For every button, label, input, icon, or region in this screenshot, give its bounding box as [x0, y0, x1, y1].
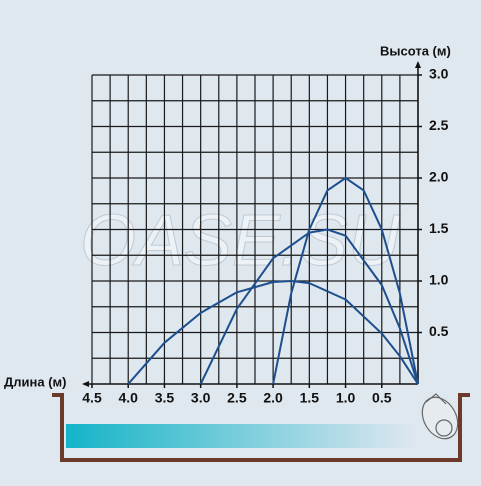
x-tick-label: 1.0 [336, 390, 356, 406]
pool-outline [52, 393, 470, 462]
y-tick-label: 0.5 [429, 323, 449, 339]
watermark: OASE.SU [80, 201, 401, 281]
trajectory-line [199, 228, 419, 385]
y-axis-arrow [415, 61, 421, 68]
x-axis-arrow [82, 381, 89, 387]
trajectory-line [127, 280, 419, 385]
x-tick-label: 2.0 [263, 390, 283, 406]
trajectory-line [272, 177, 419, 385]
y-tick-label: 1.5 [429, 220, 449, 236]
y-tick-label: 1.0 [429, 272, 449, 288]
x-tick-label: 2.5 [227, 390, 247, 406]
x-tick-label: 3.0 [191, 390, 211, 406]
x-tick-label: 0.5 [372, 390, 392, 406]
nozzle [421, 393, 459, 440]
y-tick-label: 2.0 [429, 169, 449, 185]
y-tick-label: 2.5 [429, 117, 449, 133]
pool-water [66, 424, 416, 448]
x-tick-label: 3.5 [155, 390, 175, 406]
x-tick-label: 1.5 [300, 390, 320, 406]
x-tick-label: 4.0 [118, 390, 138, 406]
y-axis-label: Высота (м) [380, 43, 451, 58]
x-tick-label: 4.5 [82, 390, 102, 406]
y-tick-label: 3.0 [429, 66, 449, 82]
x-axis-label: Длина (м) [4, 374, 66, 389]
